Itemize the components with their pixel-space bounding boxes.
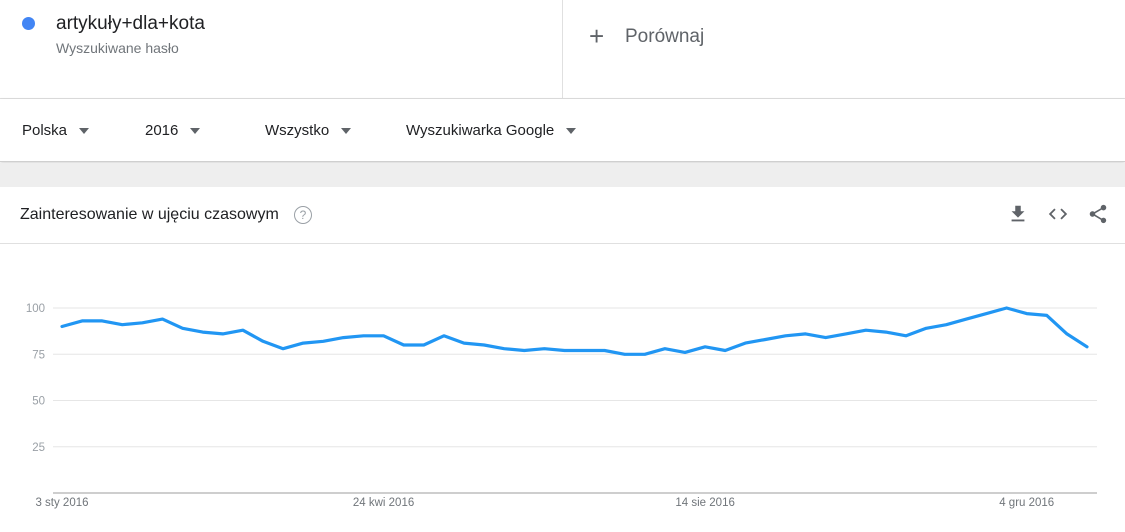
filter-bar: Polska 2016 Wszystko Wyszukiwarka Google <box>0 99 1125 162</box>
y-tick-label: 25 <box>32 442 45 454</box>
x-tick-label: 24 kwi 2016 <box>353 497 414 509</box>
category-dropdown[interactable]: Wszystko <box>265 122 352 139</box>
embed-code-icon[interactable] <box>1047 203 1069 225</box>
period-value: 2016 <box>145 122 179 139</box>
search-type-value: Wyszukiwarka Google <box>406 122 555 139</box>
section-divider <box>0 163 1125 187</box>
share-icon[interactable] <box>1087 203 1109 225</box>
search-type-dropdown[interactable]: Wyszukiwarka Google <box>406 122 577 139</box>
region-dropdown[interactable]: Polska <box>22 122 90 139</box>
x-tick-label: 14 sie 2016 <box>675 497 734 509</box>
compare-label: Porównaj <box>625 26 705 47</box>
chevron-down-icon <box>341 127 352 134</box>
y-tick-label: 100 <box>26 303 45 315</box>
y-tick-label: 75 <box>32 349 45 361</box>
card-title: Zainteresowanie w ujęciu czasowym <box>20 206 279 223</box>
search-term-panel[interactable]: artykuły+dla+kota Wyszukiwane hasło <box>0 0 563 98</box>
help-icon[interactable]: ? <box>294 206 312 224</box>
region-value: Polska <box>22 122 68 139</box>
search-term-label[interactable]: artykuły+dla+kota <box>56 13 205 34</box>
interest-line-chart: 25 50 75 100 3 sty 2016 24 kwi 2016 14 sie 201… <box>26 303 1097 509</box>
period-dropdown[interactable]: 2016 <box>145 122 201 139</box>
series-line[interactable] <box>60 306 1089 356</box>
card-header: Zainteresowanie w ujęciu czasowym ? <box>0 187 1125 244</box>
series-color-dot <box>22 17 35 30</box>
x-tick-label: 3 sty 2016 <box>35 497 88 509</box>
interest-over-time-card: Zainteresowanie w ujęciu czasowym ? 25 50… <box>0 187 1125 532</box>
download-icon[interactable] <box>1007 203 1029 225</box>
x-tick-label: 4 gru 2016 <box>999 497 1054 509</box>
y-tick-label: 50 <box>32 396 45 408</box>
chevron-down-icon <box>566 127 577 134</box>
compare-button[interactable]: + Porównaj <box>563 0 1125 98</box>
chevron-down-icon <box>190 127 201 134</box>
search-term-bar: artykuły+dla+kota Wyszukiwane hasło + Po… <box>0 0 1125 99</box>
plus-icon: + <box>589 21 605 51</box>
category-value: Wszystko <box>265 122 330 139</box>
search-term-sublabel: Wyszukiwane hasło <box>56 40 179 56</box>
chevron-down-icon <box>79 127 90 134</box>
